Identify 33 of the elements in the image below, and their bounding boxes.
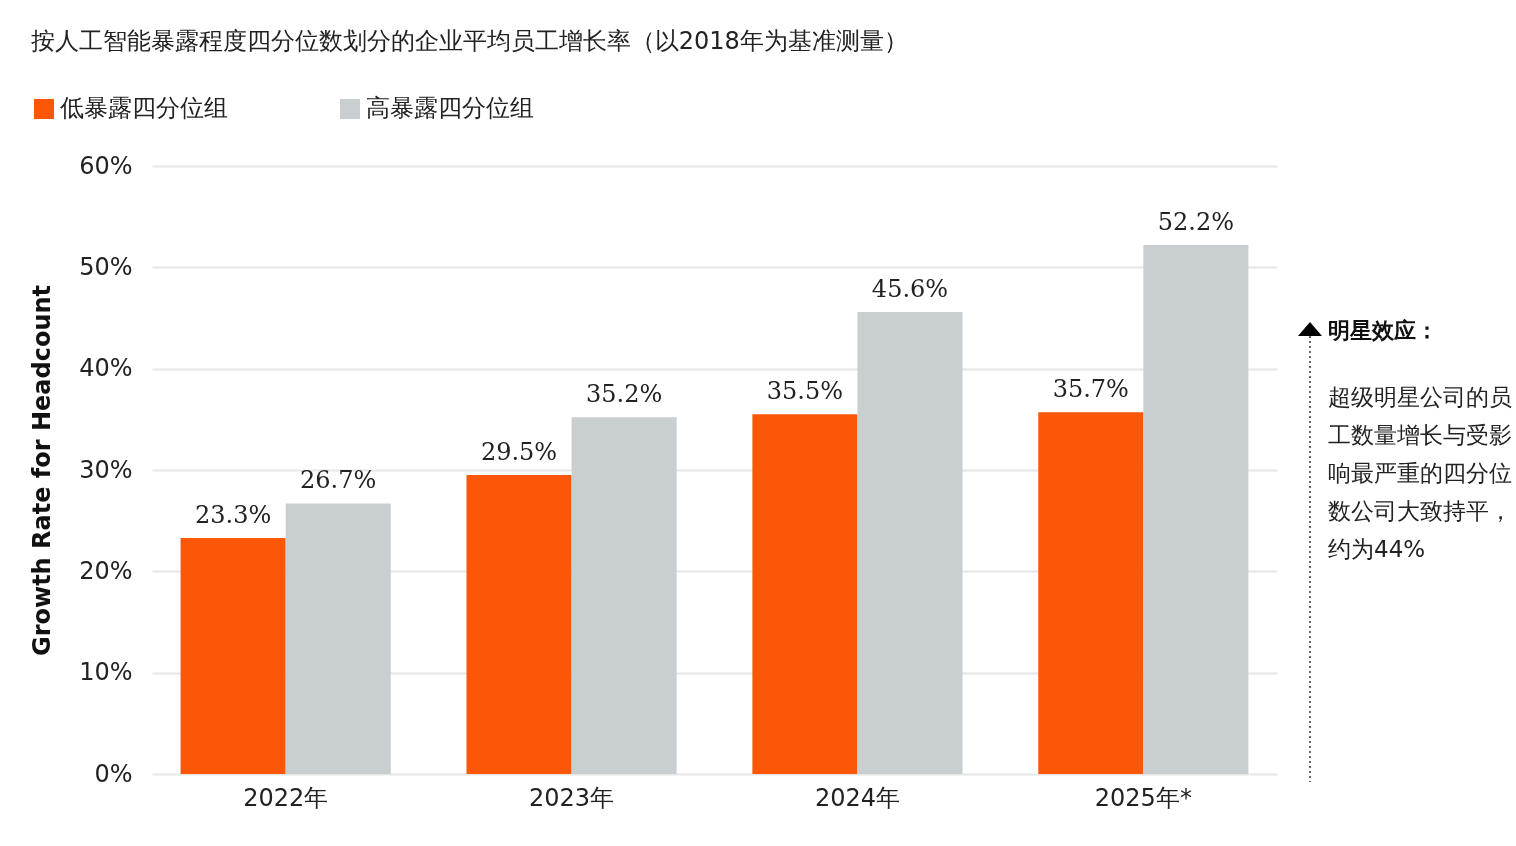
bar [180, 537, 286, 774]
data-label: 35.2% [585, 380, 663, 409]
chart-title: 按人工智能暴露程度四分位数划分的企业平均员工增长率（以2018年为基准测量） [30, 27, 908, 55]
legend-label: 低暴露四分位组 [60, 94, 228, 122]
bar [466, 475, 572, 774]
x-tick-label: 2024年 [814, 783, 900, 812]
y-tick-label: 50% [79, 252, 133, 281]
bar [1143, 245, 1249, 774]
bar [752, 414, 858, 774]
y-tick-label: 30% [79, 455, 133, 484]
data-label: 35.5% [766, 377, 844, 406]
data-label: 52.2% [1157, 208, 1234, 237]
data-label: 35.7% [1052, 375, 1129, 404]
bar [571, 417, 677, 774]
x-tick-label: 2022年 [243, 783, 329, 812]
bar [1038, 412, 1144, 774]
bar [285, 503, 391, 774]
x-tick-label: 2025年* [1094, 783, 1192, 812]
y-tick-label: 0% [94, 759, 133, 788]
y-tick-label: 20% [79, 556, 133, 585]
data-label: 26.7% [300, 466, 377, 495]
y-axis-title: Growth Rate for Headcount [28, 284, 57, 657]
bar [857, 311, 963, 774]
text: 明星效应： [1328, 317, 1438, 345]
data-label: 23.3% [195, 500, 272, 529]
x-tick-label: 2023年 [529, 783, 615, 812]
y-tick-label: 40% [79, 354, 133, 383]
y-tick-label: 60% [79, 151, 133, 180]
text: 超级明星公司的员工数量增长与受影响最严重的四分位数公司大致持平，约为44% [1328, 383, 1513, 564]
data-label: 45.6% [871, 274, 949, 303]
y-tick-label: 10% [79, 658, 133, 687]
legend-label: 高暴露四分位组 [366, 94, 534, 122]
data-label: 29.5% [480, 438, 558, 467]
